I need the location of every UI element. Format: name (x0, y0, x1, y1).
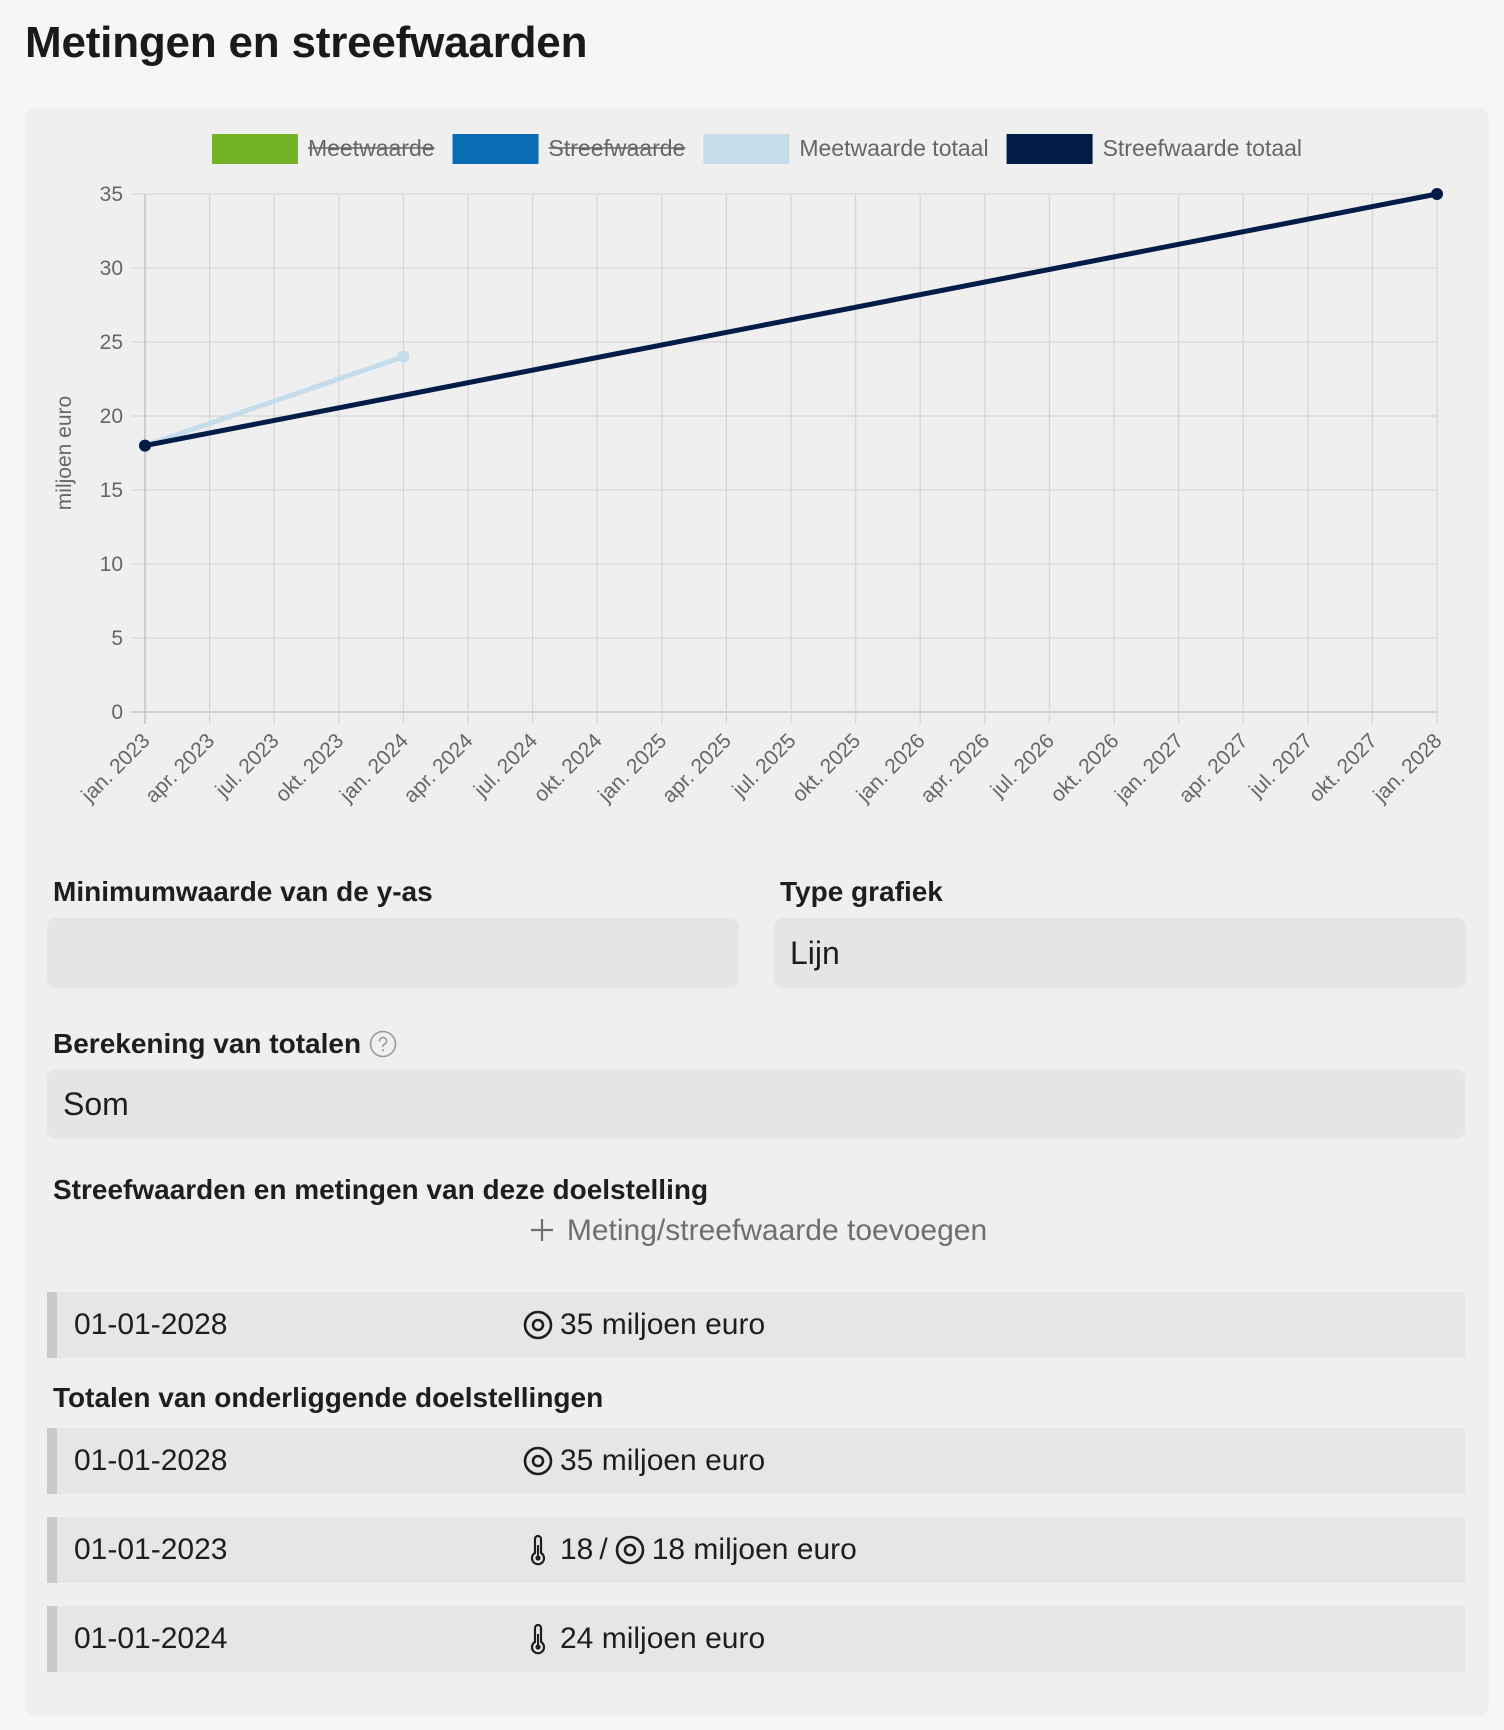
chart-type-label: Type grafiek (780, 876, 943, 907)
own-value-row[interactable]: 01-01-2028 35 miljoen euro (47, 1292, 1465, 1358)
row-value: 35 miljoen euro (560, 1444, 766, 1477)
data-point (1431, 188, 1443, 200)
chart-type-select[interactable]: Lijn (774, 918, 1466, 988)
legend-swatch (452, 134, 539, 164)
legend-swatch (703, 134, 790, 164)
sub-total-row[interactable]: 01-01-2023 18 / 18 miljoen euro (47, 1517, 1465, 1583)
sub-total-row[interactable]: 01-01-2028 35 miljoen euro (47, 1428, 1465, 1494)
x-tick-label: apr. 2025 (658, 729, 736, 807)
legend-swatch (211, 134, 298, 164)
x-tick-label: jan. 2024 (335, 729, 413, 807)
x-tick-label: apr. 2026 (916, 729, 994, 807)
y-tick-label: 0 (111, 701, 123, 724)
x-tick-label: okt. 2026 (1046, 729, 1123, 806)
y-axis-title: miljoen euro (53, 396, 76, 510)
y-tick-label: 5 (111, 627, 123, 650)
row-separator: / (599, 1533, 608, 1566)
y-tick-label: 20 (100, 405, 123, 428)
row-measure: 18 (560, 1533, 594, 1566)
x-tick-label: okt. 2024 (529, 729, 607, 807)
x-tick-label: jan. 2025 (593, 729, 671, 807)
row-value: 18 miljoen euro (651, 1533, 857, 1566)
target-icon (614, 1534, 646, 1566)
y-tick-label: 25 (100, 331, 123, 354)
x-tick-label: jan. 2028 (1368, 729, 1446, 807)
y-min-label: Minimumwaarde van de y-as (53, 876, 433, 907)
row-value: 24 miljoen euro (560, 1622, 766, 1655)
legend-swatch (1006, 134, 1093, 164)
x-tick-label: jan. 2027 (1110, 729, 1188, 807)
legend-label: Streefwaarde totaal (1103, 135, 1302, 161)
totals-calc-select[interactable]: Som (47, 1069, 1465, 1139)
row-date: 01-01-2028 (74, 1444, 228, 1477)
totals-calc-label: Berekening van totalen (53, 1028, 397, 1060)
row-date: 01-01-2024 (74, 1622, 228, 1655)
series-line (142, 191, 1440, 449)
x-tick-label: apr. 2027 (1175, 729, 1253, 807)
help-circle-icon[interactable] (369, 1030, 397, 1058)
data-point (139, 439, 151, 452)
y-tick-label: 35 (100, 183, 123, 206)
measurements-card: 0 5 10 15 20 25 30 35 jan. 2023 apr. 2023 jul. 202… (25, 108, 1489, 1716)
row-date: 01-01-2023 (74, 1533, 228, 1566)
own-values-heading: Streefwaarden en metingen van deze doels… (53, 1174, 709, 1205)
add-measurement-button[interactable]: Meting/streefwaarde toevoegen (25, 1214, 1489, 1248)
target-icon (522, 1445, 554, 1477)
data-point (397, 350, 410, 363)
x-tick-label: apr. 2024 (399, 729, 477, 807)
page-title: Metingen en streefwaarden (25, 18, 588, 67)
series-line (142, 354, 406, 449)
y-tick-label: 30 (100, 257, 123, 280)
target-icon (522, 1309, 554, 1341)
sub-total-row[interactable]: 01-01-2024 24 miljoen euro (47, 1606, 1465, 1672)
x-tick-label: okt. 2027 (1305, 729, 1382, 806)
y-min-input[interactable] (47, 918, 739, 988)
x-tick-label: okt. 2025 (788, 729, 865, 806)
thermometer-icon (522, 1623, 554, 1655)
sub-totals-heading: Totalen van onderliggende doelstellingen (53, 1382, 604, 1413)
legend-label: Meetwaarde totaal (799, 135, 988, 161)
plus-icon (527, 1215, 559, 1247)
x-tick-label: apr. 2023 (141, 729, 219, 807)
y-tick-label: 15 (100, 479, 123, 502)
row-date: 01-01-2028 (74, 1308, 228, 1341)
x-tick-label: jan. 2026 (852, 729, 930, 807)
row-value: 35 miljoen euro (560, 1308, 766, 1341)
y-tick-label: 10 (100, 553, 123, 576)
thermometer-icon (522, 1534, 554, 1566)
x-tick-label: okt. 2023 (271, 729, 348, 806)
x-tick-label: jan. 2023 (76, 729, 154, 807)
